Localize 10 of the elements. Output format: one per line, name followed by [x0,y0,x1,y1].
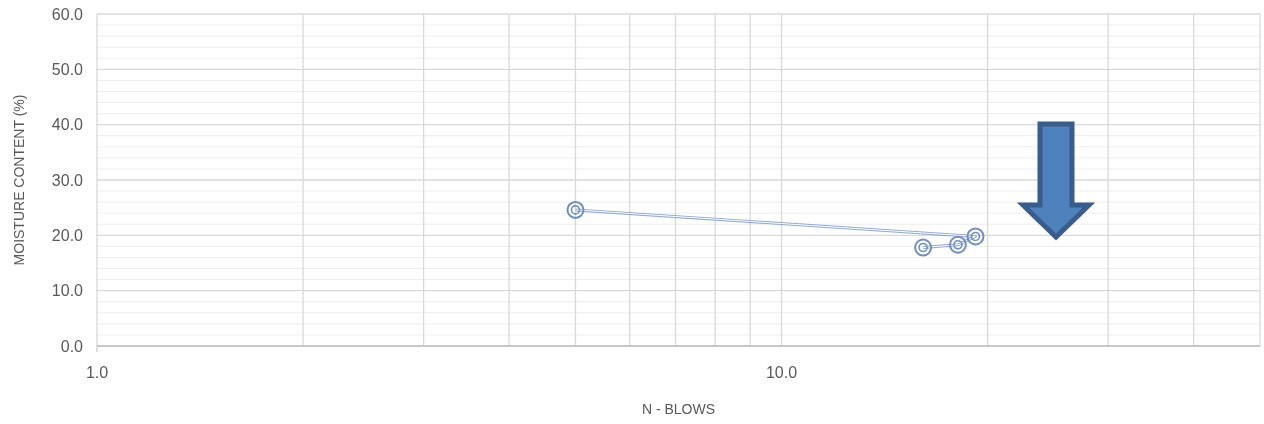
y-tick-label: 10.0 [51,282,84,300]
y-axis-title: MOISTURE CONTENT (%) [11,94,27,266]
x-tick-label: 1.0 [85,364,109,381]
y-tick-label: 50.0 [51,60,84,78]
y-tick-label: 30.0 [51,171,84,189]
y-tick-label: 20.0 [51,226,84,244]
y-tick-label: 40.0 [51,116,84,134]
x-axis-title: N - BLOWS [641,401,716,417]
y-tick-label: 60.0 [51,5,84,23]
y-tick-label: 0.0 [60,337,84,355]
